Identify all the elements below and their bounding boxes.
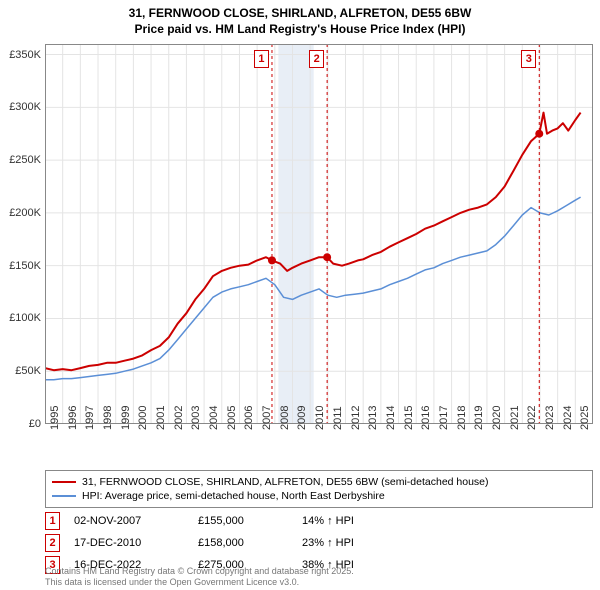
legend-swatch-hpi: [52, 495, 76, 497]
x-tick-label: 1999: [120, 406, 132, 430]
x-tick-label: 2003: [190, 406, 202, 430]
x-tick-label: 2005: [226, 406, 238, 430]
sale-price: £158,000: [198, 537, 288, 549]
y-tick-label: £250K: [9, 154, 41, 166]
x-tick-label: 2011: [332, 406, 344, 430]
x-tick-label: 2012: [350, 406, 362, 430]
title-line2: Price paid vs. HM Land Registry's House …: [0, 22, 600, 38]
x-tick-label: 2015: [403, 406, 415, 430]
x-tick-label: 2022: [526, 406, 538, 430]
sales-row: 1 02-NOV-2007 £155,000 14% ↑ HPI: [45, 510, 593, 532]
sale-marker-1: 1: [45, 512, 60, 530]
chart-marker-3: 3: [521, 50, 536, 68]
legend-item-property: 31, FERNWOOD CLOSE, SHIRLAND, ALFRETON, …: [52, 475, 586, 489]
legend-label-hpi: HPI: Average price, semi-detached house,…: [82, 490, 385, 502]
y-tick-label: £50K: [15, 365, 41, 377]
x-tick-label: 2008: [279, 406, 291, 430]
footer-line2: This data is licensed under the Open Gov…: [45, 577, 354, 588]
x-tick-label: 2007: [261, 406, 273, 430]
x-tick-label: 2013: [367, 406, 379, 430]
chart-title: 31, FERNWOOD CLOSE, SHIRLAND, ALFRETON, …: [0, 0, 600, 41]
x-tick-label: 1996: [67, 406, 79, 430]
chart-svg: [45, 44, 593, 424]
legend: 31, FERNWOOD CLOSE, SHIRLAND, ALFRETON, …: [45, 470, 593, 508]
x-tick-label: 2025: [579, 406, 591, 430]
y-tick-label: £150K: [9, 260, 41, 272]
sale-price: £155,000: [198, 515, 288, 527]
y-tick-label: £0: [29, 418, 41, 430]
x-tick-label: 2023: [544, 406, 556, 430]
sales-row: 2 17-DEC-2010 £158,000 23% ↑ HPI: [45, 532, 593, 554]
sale-date: 17-DEC-2010: [74, 537, 184, 549]
sale-marker-2: 2: [45, 534, 60, 552]
x-tick-label: 2000: [137, 406, 149, 430]
x-tick-label: 2016: [420, 406, 432, 430]
x-tick-label: 2009: [296, 406, 308, 430]
sale-delta: 14% ↑ HPI: [302, 515, 412, 527]
x-tick-label: 1995: [49, 406, 61, 430]
legend-swatch-property: [52, 481, 76, 483]
sale-delta: 23% ↑ HPI: [302, 537, 412, 549]
sale-date: 02-NOV-2007: [74, 515, 184, 527]
x-tick-label: 1998: [102, 406, 114, 430]
chart-marker-2: 2: [309, 50, 324, 68]
x-tick-label: 2001: [155, 406, 167, 430]
legend-label-property: 31, FERNWOOD CLOSE, SHIRLAND, ALFRETON, …: [82, 476, 489, 488]
footer-line1: Contains HM Land Registry data © Crown c…: [45, 566, 354, 577]
x-tick-label: 2019: [473, 406, 485, 430]
y-tick-label: £300K: [9, 101, 41, 113]
x-tick-label: 1997: [84, 406, 96, 430]
x-tick-label: 2006: [243, 406, 255, 430]
x-tick-label: 2021: [509, 406, 521, 430]
legend-item-hpi: HPI: Average price, semi-detached house,…: [52, 489, 586, 503]
x-tick-label: 2017: [438, 406, 450, 430]
x-tick-label: 2010: [314, 406, 326, 430]
x-tick-label: 2018: [456, 406, 468, 430]
title-line1: 31, FERNWOOD CLOSE, SHIRLAND, ALFRETON, …: [0, 6, 600, 22]
x-tick-label: 2024: [562, 406, 574, 430]
x-tick-label: 2014: [385, 406, 397, 430]
y-tick-label: £200K: [9, 207, 41, 219]
footer: Contains HM Land Registry data © Crown c…: [45, 566, 354, 589]
chart-area: 123£0£50K£100K£150K£200K£250K£300K£350K1…: [45, 44, 593, 424]
y-tick-label: £350K: [9, 49, 41, 61]
x-tick-label: 2020: [491, 406, 503, 430]
chart-marker-1: 1: [254, 50, 269, 68]
y-tick-label: £100K: [9, 312, 41, 324]
x-tick-label: 2004: [208, 406, 220, 430]
x-tick-label: 2002: [173, 406, 185, 430]
